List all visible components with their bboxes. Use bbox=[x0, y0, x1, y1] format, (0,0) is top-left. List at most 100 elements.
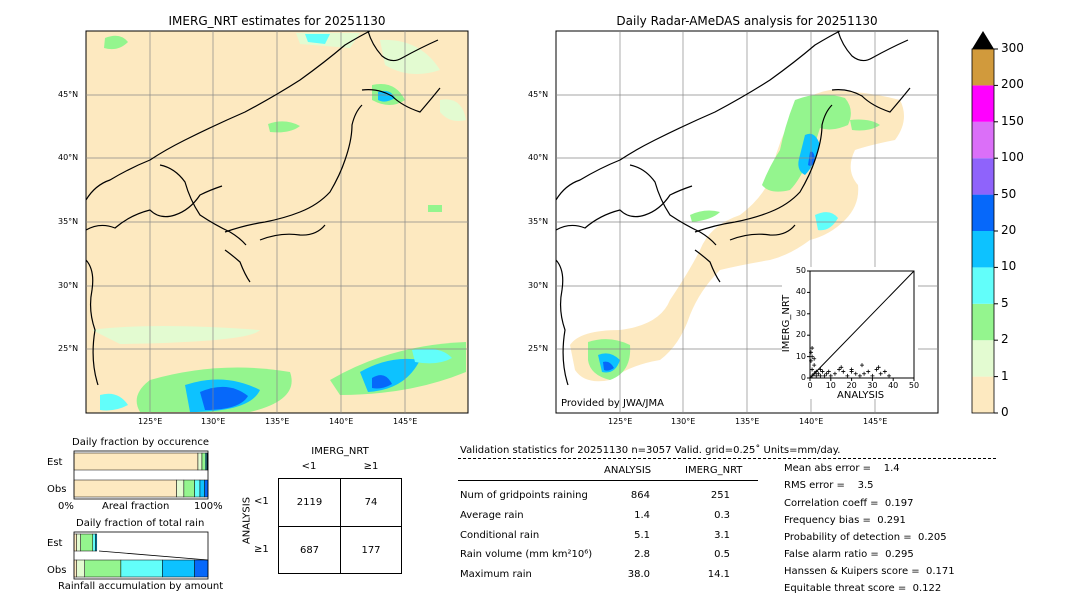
rain-bar-segment bbox=[73, 533, 77, 552]
scatter-point bbox=[837, 367, 842, 372]
scatter-point bbox=[816, 371, 821, 376]
occurence-bar-frame bbox=[73, 450, 209, 500]
scatter-point bbox=[822, 373, 827, 378]
left-map-rain-patches bbox=[92, 33, 466, 412]
occurence-bar-segment bbox=[73, 479, 177, 498]
left-map-title: IMERG_NRT estimates for 20251130 bbox=[168, 14, 386, 28]
stats-row-analysis: 5.1 bbox=[634, 530, 650, 541]
occurence-est-label: Est bbox=[47, 457, 63, 468]
contingency-cell-10: 687 bbox=[299, 545, 320, 556]
scatter-point bbox=[887, 373, 892, 378]
occurence-xtick-0: 0% bbox=[58, 501, 74, 512]
colorbar-segment bbox=[972, 194, 994, 231]
rain-bar-segment bbox=[120, 559, 163, 578]
colorbar-segment bbox=[972, 303, 994, 341]
scatter-ytick-label: 50 bbox=[795, 266, 806, 275]
occurence-obs-label: Obs bbox=[47, 484, 67, 495]
right-lat-label-40: 40°N bbox=[528, 153, 549, 162]
scatter-diagonal bbox=[809, 270, 915, 379]
colorbar-label: 300 bbox=[1001, 41, 1024, 55]
scatter-point bbox=[860, 363, 864, 368]
scatter-ytick-label: 0 bbox=[800, 373, 806, 382]
score-mae: Mean abs error = 1.4 bbox=[784, 463, 900, 474]
scatter-point bbox=[818, 373, 823, 378]
colorbar-label: 2 bbox=[1001, 332, 1009, 347]
colorbar-segment bbox=[972, 340, 994, 377]
stats-row-imerg: 251 bbox=[710, 490, 730, 501]
occurence-bar-segment bbox=[206, 452, 208, 471]
colorbar-segment bbox=[972, 158, 994, 195]
rain-bar-segment bbox=[73, 559, 77, 578]
left-lon-label-145: 145°E bbox=[393, 417, 418, 426]
occurence-bar-segment bbox=[183, 479, 195, 498]
scatter-xtick-label: 20 bbox=[846, 381, 857, 390]
scatter-ylabel: IMERG_NRT bbox=[781, 294, 793, 353]
occurence-bar-segment bbox=[73, 452, 199, 471]
right-lat-label-30: 30°N bbox=[528, 281, 549, 290]
scatter-point bbox=[809, 350, 814, 355]
contingency-title: IMERG_NRT bbox=[311, 446, 369, 457]
left-lat-label-25: 25°N bbox=[58, 344, 79, 353]
occurence-xtick-100: 100% bbox=[194, 501, 223, 512]
left-lat-label-40: 40°N bbox=[58, 153, 79, 162]
rain-bar-segment bbox=[162, 559, 195, 578]
left-lon-label-140: 140°E bbox=[329, 417, 354, 426]
score-hk: Hanssen & Kuipers score = 0.171 bbox=[784, 566, 955, 577]
stats-row-label: Rain volume (mm km²10⁶) bbox=[460, 549, 593, 560]
colorbar-segment bbox=[972, 231, 994, 268]
right-lon-label-130: 130°E bbox=[671, 417, 696, 426]
occurence-bar-segment bbox=[199, 479, 205, 498]
scatter-point bbox=[866, 369, 871, 374]
scatter-point bbox=[853, 371, 858, 376]
rain-bar-segment bbox=[84, 559, 122, 578]
scatter-point bbox=[810, 346, 815, 351]
scatter-point bbox=[810, 354, 815, 359]
score-freq-bias: Frequency bias = 0.291 bbox=[784, 515, 906, 526]
colorbar-frame bbox=[971, 48, 995, 414]
occurence-bar-segment bbox=[176, 479, 185, 498]
provider-credit: Provided by JWA/JMA bbox=[561, 398, 664, 409]
rain-bar-segment bbox=[194, 559, 209, 578]
stats-col-imerg: IMERG_NRT bbox=[685, 465, 743, 476]
left-lat-label-45: 45°N bbox=[58, 90, 79, 99]
score-pod: Probability of detection = 0.205 bbox=[784, 532, 947, 543]
colorbar-label: 150 bbox=[1001, 113, 1024, 128]
scatter-xtick-label: 10 bbox=[825, 381, 836, 390]
scatter-point bbox=[878, 371, 883, 376]
scatter-point bbox=[882, 369, 887, 374]
left-lon-label-130: 130°E bbox=[201, 417, 226, 426]
contingency-row-lt1: <1 bbox=[254, 496, 269, 507]
scatter-xtick-label: 50 bbox=[908, 381, 920, 390]
scatter-plot bbox=[807, 270, 915, 381]
contingency-table: 2119 74 687 177 bbox=[278, 478, 402, 574]
occurence-bar-segment bbox=[194, 479, 201, 498]
scatter-xtick-label: 40 bbox=[888, 381, 899, 390]
score-rms: RMS error = 3.5 bbox=[784, 480, 874, 491]
occurence-title: Daily fraction by occurence bbox=[72, 437, 210, 448]
scatter-point bbox=[810, 373, 815, 378]
right-map-grid bbox=[556, 31, 938, 413]
stats-row-label: Num of gridpoints raining bbox=[460, 490, 588, 501]
stats-row-analysis: 1.4 bbox=[634, 510, 650, 521]
right-lat-label-35: 35°N bbox=[528, 217, 549, 226]
scatter-point bbox=[824, 371, 829, 376]
scatter-point bbox=[876, 365, 881, 370]
stats-row-analysis: 864 bbox=[630, 490, 650, 501]
scatter-point bbox=[839, 365, 844, 370]
right-lat-label-45: 45°N bbox=[528, 90, 549, 99]
stats-header-divider bbox=[458, 458, 996, 459]
rain-bar-segment bbox=[92, 533, 96, 552]
scatter-point bbox=[862, 371, 867, 376]
scatter-point bbox=[841, 369, 846, 374]
rain-est-label: Est bbox=[47, 538, 63, 549]
stats-row-imerg: 0.3 bbox=[714, 510, 730, 521]
left-lon-label-135: 135°E bbox=[265, 417, 290, 426]
scatter-point bbox=[810, 367, 815, 372]
scatter-point bbox=[828, 373, 833, 378]
stats-col-divider bbox=[458, 480, 758, 481]
rain-connector bbox=[98, 550, 209, 561]
stats-row-imerg: 3.1 bbox=[714, 530, 730, 541]
occurence-bar-segment bbox=[197, 452, 203, 471]
left-lon-label-125: 125°E bbox=[138, 417, 163, 426]
scatter-point bbox=[812, 371, 817, 376]
